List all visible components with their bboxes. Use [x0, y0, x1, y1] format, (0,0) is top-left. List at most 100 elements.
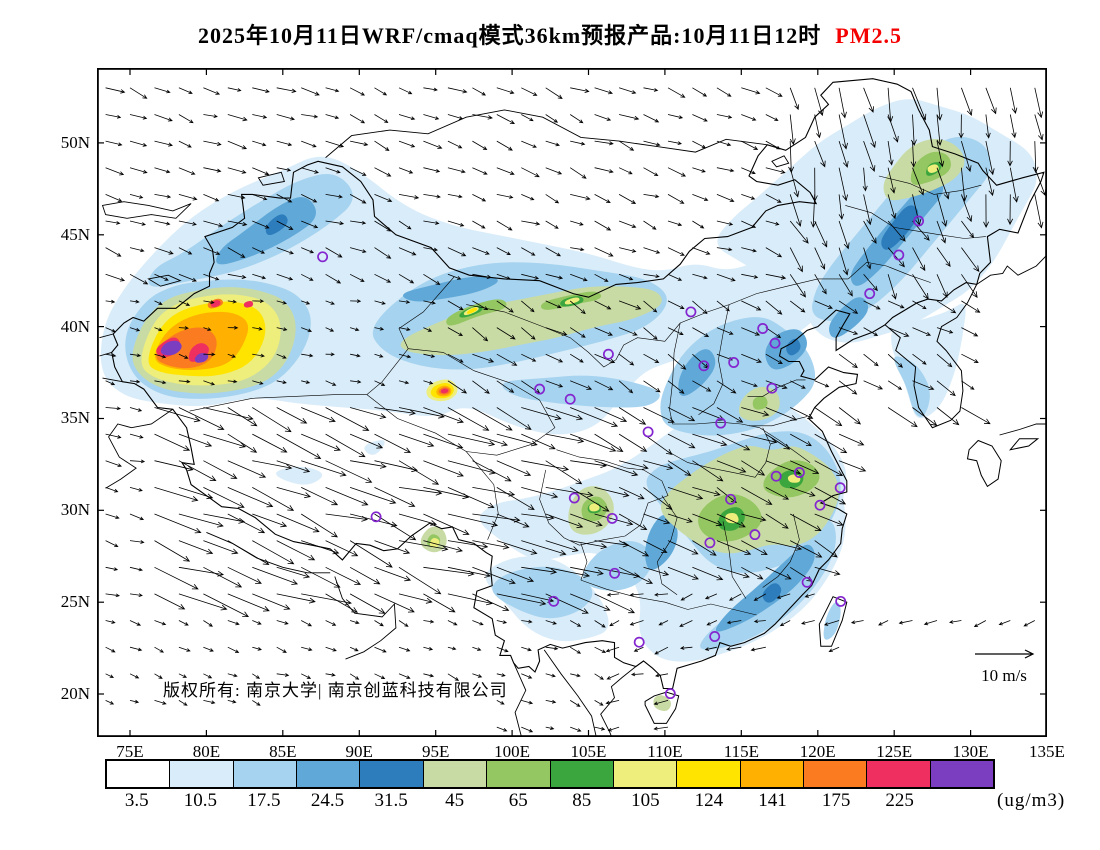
colorbar-tick-label: 225	[885, 790, 914, 811]
wind-arrow	[447, 407, 490, 431]
wind-arrow	[779, 620, 791, 627]
wind-arrow	[789, 114, 796, 146]
wind-arrow	[447, 380, 468, 394]
wind-arrow	[129, 299, 140, 304]
wind-arrow	[692, 194, 709, 201]
wind-arrow	[423, 380, 434, 385]
city-marker	[766, 382, 778, 394]
wind-arrow	[653, 726, 669, 731]
wind-arrow	[276, 220, 294, 230]
wind-arrow	[667, 433, 696, 449]
wind-arrow	[349, 620, 360, 625]
wind-arrow	[863, 140, 876, 172]
wind-arrow	[667, 540, 699, 555]
wind-arrow	[105, 299, 116, 304]
wind-arrow	[789, 300, 806, 313]
city-marker	[370, 511, 382, 523]
wind-arrow	[374, 433, 412, 453]
wind-arrow	[496, 114, 516, 125]
wind-arrow	[227, 379, 238, 384]
wind-arrow	[349, 433, 384, 449]
wind-arrow	[985, 114, 991, 139]
city-marker	[728, 357, 740, 368]
pm25-region-level-13	[194, 353, 209, 363]
wind-arrow	[1007, 141, 1013, 167]
wind-arrow	[276, 460, 311, 473]
wind-arrow	[545, 673, 556, 678]
wind-arrow	[252, 167, 270, 176]
pm25-region-level-13	[160, 340, 182, 356]
wind-arrow	[521, 300, 535, 313]
city-marker	[725, 493, 737, 505]
wind-arrow	[630, 672, 644, 677]
wind-arrow	[521, 167, 540, 178]
wind-arrow	[838, 460, 867, 472]
wind-arrow	[374, 646, 387, 653]
wind-arrow	[105, 114, 122, 119]
wind-arrow	[704, 593, 718, 600]
wind-arrow	[227, 513, 266, 534]
wind-arrow	[276, 487, 311, 499]
wind-arrow	[398, 593, 433, 604]
wind-arrow	[178, 379, 191, 384]
wind-arrow	[618, 327, 638, 336]
wind-arrow	[594, 273, 609, 282]
wind-arrow	[716, 433, 751, 451]
wind-arrow	[594, 167, 614, 174]
wind-arrow	[814, 380, 830, 388]
wind-arrow	[349, 167, 367, 176]
wind-arrow	[447, 300, 464, 311]
wind-arrow	[325, 433, 366, 458]
wind-arrow	[252, 380, 264, 385]
wind-arrow	[154, 220, 171, 226]
wind-arrow	[716, 513, 746, 528]
wind-arrow	[105, 487, 119, 493]
wind-arrow	[227, 299, 237, 304]
wind-arrow	[545, 140, 560, 147]
wind-arrow	[741, 247, 757, 253]
wind-arrow	[350, 353, 361, 358]
wind-scale-legend: 10 m/s	[975, 649, 1035, 685]
wind-arrow	[704, 646, 717, 651]
lon-tick-label: 95E	[421, 742, 450, 761]
wind-arrow	[447, 487, 495, 509]
province-border	[749, 416, 808, 427]
wind-arrow	[765, 87, 783, 97]
wind-arrow	[398, 540, 449, 552]
wind-arrow	[496, 700, 505, 705]
wind-arrow	[961, 194, 973, 223]
wind-arrow	[1032, 141, 1039, 174]
wind-arrow	[998, 620, 1011, 626]
wind-arrow	[716, 380, 737, 394]
wind-arrow	[203, 700, 216, 705]
wind-arrow	[958, 114, 964, 139]
wind-arrow	[178, 326, 189, 330]
wind-arrow	[545, 699, 557, 704]
wind-arrow	[252, 353, 265, 358]
wind-arrow	[629, 620, 644, 626]
wind-arrow	[1023, 620, 1035, 627]
wind-arrow	[325, 672, 336, 677]
wind-arrow	[423, 194, 441, 199]
lat-tick-label: 45N	[60, 224, 90, 244]
wind-arrow	[898, 620, 913, 625]
wind-arrow	[618, 353, 635, 366]
wind-arrow	[814, 407, 843, 427]
wind-arrow	[887, 380, 903, 390]
wind-arrow	[936, 220, 946, 244]
wind-arrow	[423, 220, 440, 225]
wind-arrow	[838, 353, 858, 369]
pm25-region-level-2	[823, 601, 841, 640]
wind-arrow	[325, 620, 337, 626]
wind-arrow	[618, 433, 648, 452]
wind-arrow	[252, 487, 295, 511]
wind-arrow	[790, 540, 823, 558]
wind-arrow	[838, 220, 850, 250]
wind-arrow	[301, 220, 319, 229]
wind-arrow	[545, 353, 564, 363]
wind-arrow	[276, 87, 297, 93]
wind-arrow	[789, 220, 809, 244]
wind-arrow	[545, 407, 584, 421]
colorbar-tick-label: 141	[758, 790, 787, 811]
wind-arrow	[728, 593, 742, 601]
